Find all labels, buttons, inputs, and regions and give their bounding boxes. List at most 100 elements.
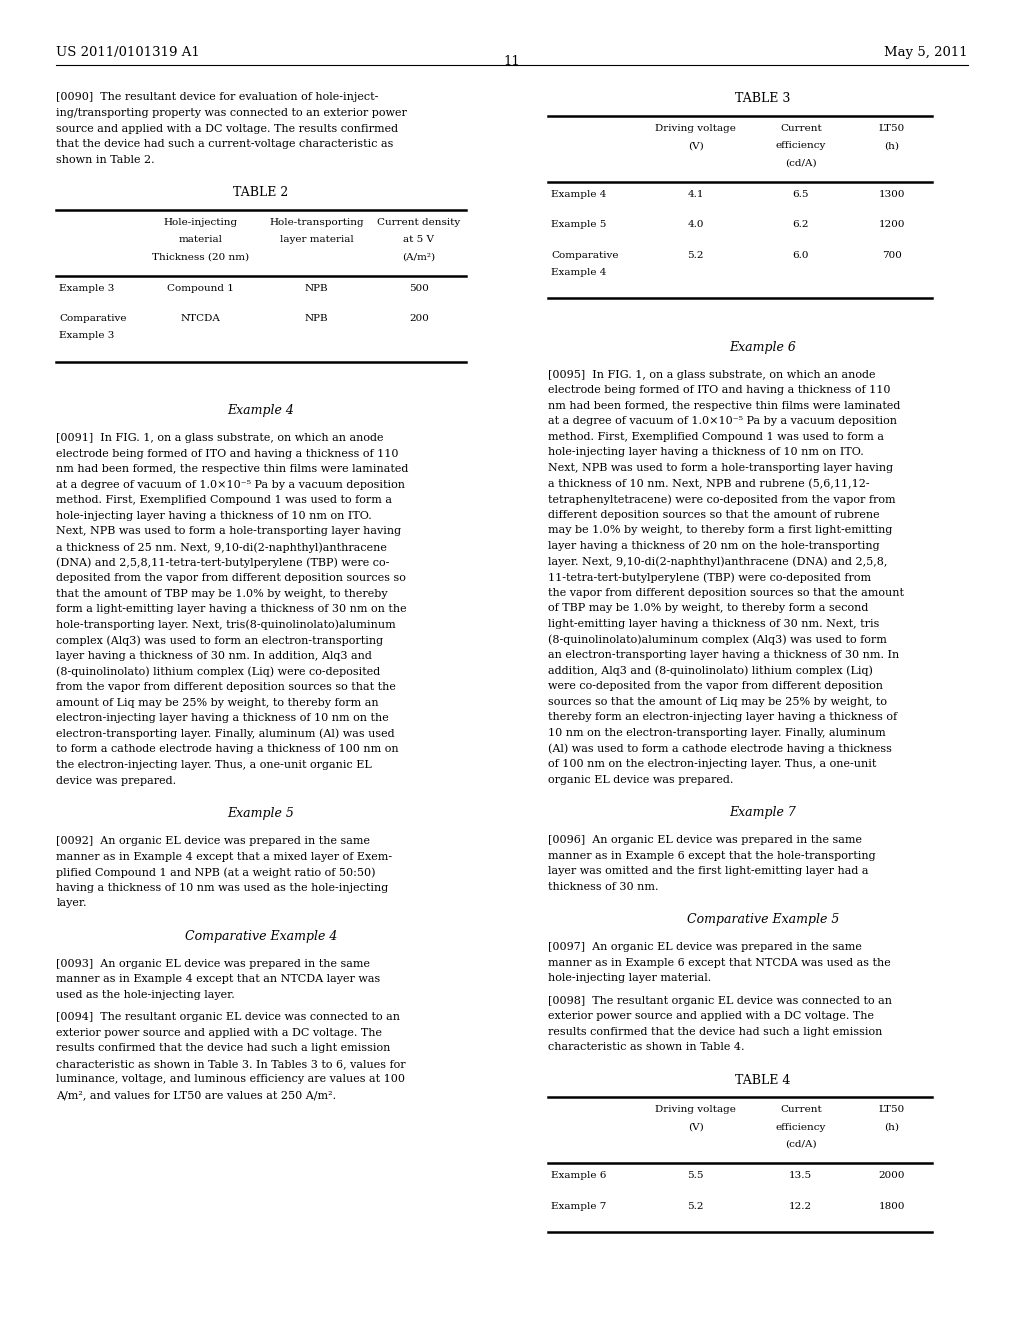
Text: thickness of 30 nm.: thickness of 30 nm. xyxy=(548,882,658,892)
Text: 5.2: 5.2 xyxy=(687,251,705,260)
Text: 4.1: 4.1 xyxy=(687,190,705,199)
Text: characteristic as shown in Table 4.: characteristic as shown in Table 4. xyxy=(548,1043,744,1052)
Text: sources so that the amount of Liq may be 25% by weight, to: sources so that the amount of Liq may be… xyxy=(548,697,887,706)
Text: 10 nm on the electron-transporting layer. Finally, aluminum: 10 nm on the electron-transporting layer… xyxy=(548,727,886,738)
Text: 12.2: 12.2 xyxy=(790,1201,812,1210)
Text: (A/m²): (A/m²) xyxy=(402,252,435,261)
Text: Example 4: Example 4 xyxy=(551,268,606,277)
Text: light-emitting layer having a thickness of 30 nm. Next, tris: light-emitting layer having a thickness … xyxy=(548,619,880,628)
Text: NTCDA: NTCDA xyxy=(181,314,220,323)
Text: form a light-emitting layer having a thickness of 30 nm on the: form a light-emitting layer having a thi… xyxy=(56,605,407,614)
Text: [0091]  In FIG. 1, on a glass substrate, on which an anode: [0091] In FIG. 1, on a glass substrate, … xyxy=(56,433,384,444)
Text: deposited from the vapor from different deposition sources so: deposited from the vapor from different … xyxy=(56,573,407,583)
Text: efficiency: efficiency xyxy=(775,141,826,150)
Text: method. First, Exemplified Compound 1 was used to form a: method. First, Exemplified Compound 1 wa… xyxy=(56,495,392,506)
Text: 200: 200 xyxy=(409,314,429,323)
Text: at a degree of vacuum of 1.0×10⁻⁵ Pa by a vacuum deposition: at a degree of vacuum of 1.0×10⁻⁵ Pa by … xyxy=(548,416,897,426)
Text: the electron-injecting layer. Thus, a one-unit organic EL: the electron-injecting layer. Thus, a on… xyxy=(56,760,372,770)
Text: (Al) was used to form a cathode electrode having a thickness: (Al) was used to form a cathode electrod… xyxy=(548,743,892,754)
Text: manner as in Example 4 except that an NTCDA layer was: manner as in Example 4 except that an NT… xyxy=(56,974,381,985)
Text: Compound 1: Compound 1 xyxy=(167,284,234,293)
Text: 6.5: 6.5 xyxy=(793,190,809,199)
Text: Example 4: Example 4 xyxy=(551,190,606,199)
Text: (cd/A): (cd/A) xyxy=(785,1139,816,1148)
Text: Example 6: Example 6 xyxy=(729,341,797,354)
Text: Example 5: Example 5 xyxy=(551,220,606,230)
Text: of TBP may be 1.0% by weight, to thereby form a second: of TBP may be 1.0% by weight, to thereby… xyxy=(548,603,868,614)
Text: efficiency: efficiency xyxy=(775,1122,826,1131)
Text: nm had been formed, the respective thin films were laminated: nm had been formed, the respective thin … xyxy=(548,401,900,411)
Text: Example 3: Example 3 xyxy=(59,284,115,293)
Text: [0095]  In FIG. 1, on a glass substrate, on which an anode: [0095] In FIG. 1, on a glass substrate, … xyxy=(548,370,876,380)
Text: manner as in Example 4 except that a mixed layer of Exem-: manner as in Example 4 except that a mix… xyxy=(56,851,392,862)
Text: 5.5: 5.5 xyxy=(687,1171,705,1180)
Text: Example 7: Example 7 xyxy=(551,1201,606,1210)
Text: layer. Next, 9,10-di(2-naphthyl)anthracene (DNA) and 2,5,8,: layer. Next, 9,10-di(2-naphthyl)anthrace… xyxy=(548,557,887,568)
Text: shown in Table 2.: shown in Table 2. xyxy=(56,154,155,165)
Text: to form a cathode electrode having a thickness of 100 nm on: to form a cathode electrode having a thi… xyxy=(56,744,399,755)
Text: from the vapor from different deposition sources so that the: from the vapor from different deposition… xyxy=(56,682,396,692)
Text: hole-injecting layer having a thickness of 10 nm on ITO.: hole-injecting layer having a thickness … xyxy=(56,511,372,521)
Text: 1800: 1800 xyxy=(879,1201,905,1210)
Text: 6.2: 6.2 xyxy=(793,220,809,230)
Text: [0094]  The resultant organic EL device was connected to an: [0094] The resultant organic EL device w… xyxy=(56,1012,400,1022)
Text: electrode being formed of ITO and having a thickness of 110: electrode being formed of ITO and having… xyxy=(56,449,398,458)
Text: layer material: layer material xyxy=(280,235,353,244)
Text: US 2011/0101319 A1: US 2011/0101319 A1 xyxy=(56,46,200,59)
Text: electron-transporting layer. Finally, aluminum (Al) was used: electron-transporting layer. Finally, al… xyxy=(56,729,395,739)
Text: Thickness (20 nm): Thickness (20 nm) xyxy=(153,252,249,261)
Text: different deposition sources so that the amount of rubrene: different deposition sources so that the… xyxy=(548,510,880,520)
Text: 6.0: 6.0 xyxy=(793,251,809,260)
Text: [0098]  The resultant organic EL device was connected to an: [0098] The resultant organic EL device w… xyxy=(548,995,892,1006)
Text: that the device had such a current-voltage characteristic as: that the device had such a current-volta… xyxy=(56,139,393,149)
Text: 13.5: 13.5 xyxy=(790,1171,812,1180)
Text: Current: Current xyxy=(780,1105,821,1114)
Text: results confirmed that the device had such a light emission: results confirmed that the device had su… xyxy=(548,1027,883,1036)
Text: (h): (h) xyxy=(885,141,899,150)
Text: method. First, Exemplified Compound 1 was used to form a: method. First, Exemplified Compound 1 wa… xyxy=(548,432,884,442)
Text: TABLE 2: TABLE 2 xyxy=(233,186,289,199)
Text: Example 5: Example 5 xyxy=(227,807,295,820)
Text: [0093]  An organic EL device was prepared in the same: [0093] An organic EL device was prepared… xyxy=(56,958,371,969)
Text: Example 7: Example 7 xyxy=(729,807,797,818)
Text: Hole-injecting: Hole-injecting xyxy=(164,218,238,227)
Text: that the amount of TBP may be 1.0% by weight, to thereby: that the amount of TBP may be 1.0% by we… xyxy=(56,589,388,599)
Text: layer was omitted and the first light-emitting layer had a: layer was omitted and the first light-em… xyxy=(548,866,868,876)
Text: TABLE 4: TABLE 4 xyxy=(735,1073,791,1086)
Text: (cd/A): (cd/A) xyxy=(785,158,816,168)
Text: electron-injecting layer having a thickness of 10 nm on the: electron-injecting layer having a thickn… xyxy=(56,713,389,723)
Text: hole-injecting layer material.: hole-injecting layer material. xyxy=(548,973,711,983)
Text: (DNA) and 2,5,8,11-tetra-tert-butylperylene (TBP) were co-: (DNA) and 2,5,8,11-tetra-tert-butylperyl… xyxy=(56,557,390,568)
Text: [0090]  The resultant device for evaluation of hole-inject-: [0090] The resultant device for evaluati… xyxy=(56,92,379,103)
Text: Next, NPB was used to form a hole-transporting layer having: Next, NPB was used to form a hole-transp… xyxy=(548,463,893,473)
Text: luminance, voltage, and luminous efficiency are values at 100: luminance, voltage, and luminous efficie… xyxy=(56,1074,406,1085)
Text: [0096]  An organic EL device was prepared in the same: [0096] An organic EL device was prepared… xyxy=(548,836,862,845)
Text: the vapor from different deposition sources so that the amount: the vapor from different deposition sour… xyxy=(548,587,904,598)
Text: results confirmed that the device had such a light emission: results confirmed that the device had su… xyxy=(56,1043,391,1053)
Text: LT50: LT50 xyxy=(879,124,905,133)
Text: (h): (h) xyxy=(885,1122,899,1131)
Text: (V): (V) xyxy=(688,141,703,150)
Text: 11: 11 xyxy=(504,55,520,69)
Text: an electron-transporting layer having a thickness of 30 nm. In: an electron-transporting layer having a … xyxy=(548,649,899,660)
Text: Example 3: Example 3 xyxy=(59,331,115,341)
Text: (V): (V) xyxy=(688,1122,703,1131)
Text: LT50: LT50 xyxy=(879,1105,905,1114)
Text: Comparative: Comparative xyxy=(551,251,618,260)
Text: device was prepared.: device was prepared. xyxy=(56,776,176,785)
Text: (8-quinolinolato)aluminum complex (Alq3) was used to form: (8-quinolinolato)aluminum complex (Alq3)… xyxy=(548,635,887,645)
Text: Next, NPB was used to form a hole-transporting layer having: Next, NPB was used to form a hole-transp… xyxy=(56,527,401,536)
Text: NPB: NPB xyxy=(304,284,329,293)
Text: 5.2: 5.2 xyxy=(687,1201,705,1210)
Text: nm had been formed, the respective thin films were laminated: nm had been formed, the respective thin … xyxy=(56,465,409,474)
Text: [0097]  An organic EL device was prepared in the same: [0097] An organic EL device was prepared… xyxy=(548,942,862,952)
Text: 11-tetra-tert-butylperylene (TBP) were co-deposited from: 11-tetra-tert-butylperylene (TBP) were c… xyxy=(548,572,871,582)
Text: 1300: 1300 xyxy=(879,190,905,199)
Text: having a thickness of 10 nm was used as the hole-injecting: having a thickness of 10 nm was used as … xyxy=(56,883,388,892)
Text: exterior power source and applied with a DC voltage. The: exterior power source and applied with a… xyxy=(56,1028,382,1038)
Text: Example 4: Example 4 xyxy=(227,404,295,417)
Text: 2000: 2000 xyxy=(879,1171,905,1180)
Text: layer having a thickness of 20 nm on the hole-transporting: layer having a thickness of 20 nm on the… xyxy=(548,541,880,550)
Text: source and applied with a DC voltage. The results confirmed: source and applied with a DC voltage. Th… xyxy=(56,124,398,133)
Text: tetraphenyltetracene) were co-deposited from the vapor from: tetraphenyltetracene) were co-deposited … xyxy=(548,494,895,504)
